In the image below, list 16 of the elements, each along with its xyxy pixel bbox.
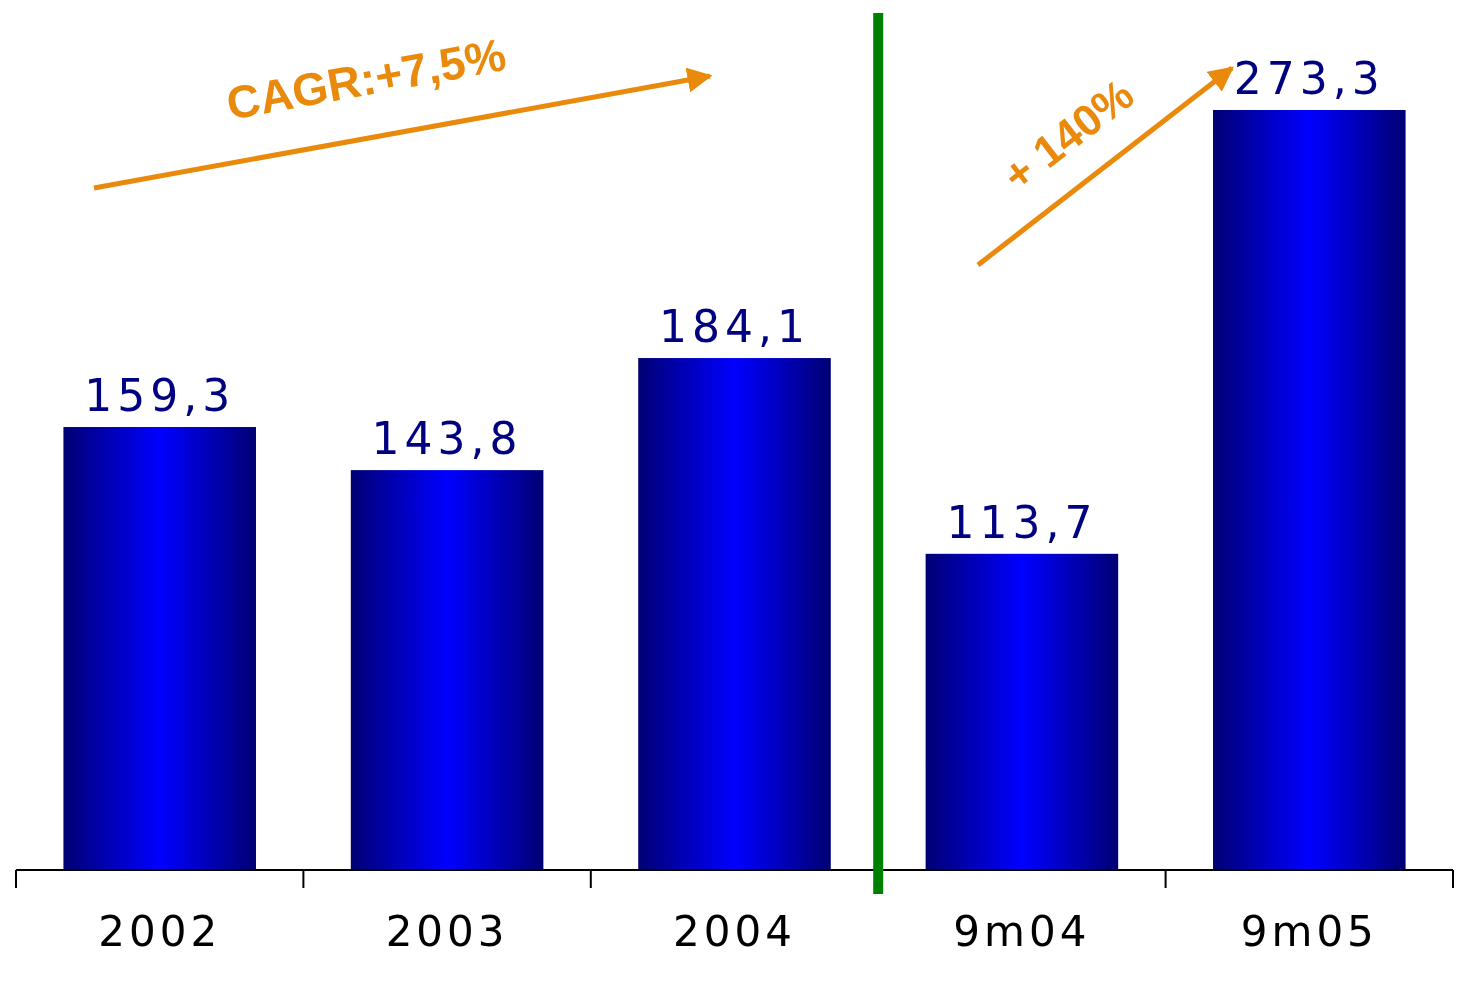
data-label: 273,3 — [1233, 53, 1385, 104]
bar — [1213, 110, 1406, 870]
data-label: 159,3 — [84, 370, 236, 422]
annotation: CAGR:+7,5% — [222, 28, 510, 130]
data-label: 184,1 — [659, 301, 810, 353]
data-label: 113,7 — [946, 496, 1098, 548]
bar — [350, 470, 544, 870]
x-tick-label: 9m05 — [1240, 907, 1378, 956]
data-label: 143,8 — [371, 413, 523, 465]
bar — [925, 553, 1119, 870]
x-tick-label: 2004 — [673, 907, 796, 956]
bar — [638, 358, 831, 870]
x-tick-label: 2003 — [385, 907, 509, 956]
x-tick-label: 2002 — [98, 907, 222, 956]
bar — [63, 427, 256, 870]
x-tick-label: 9m04 — [953, 907, 1091, 956]
